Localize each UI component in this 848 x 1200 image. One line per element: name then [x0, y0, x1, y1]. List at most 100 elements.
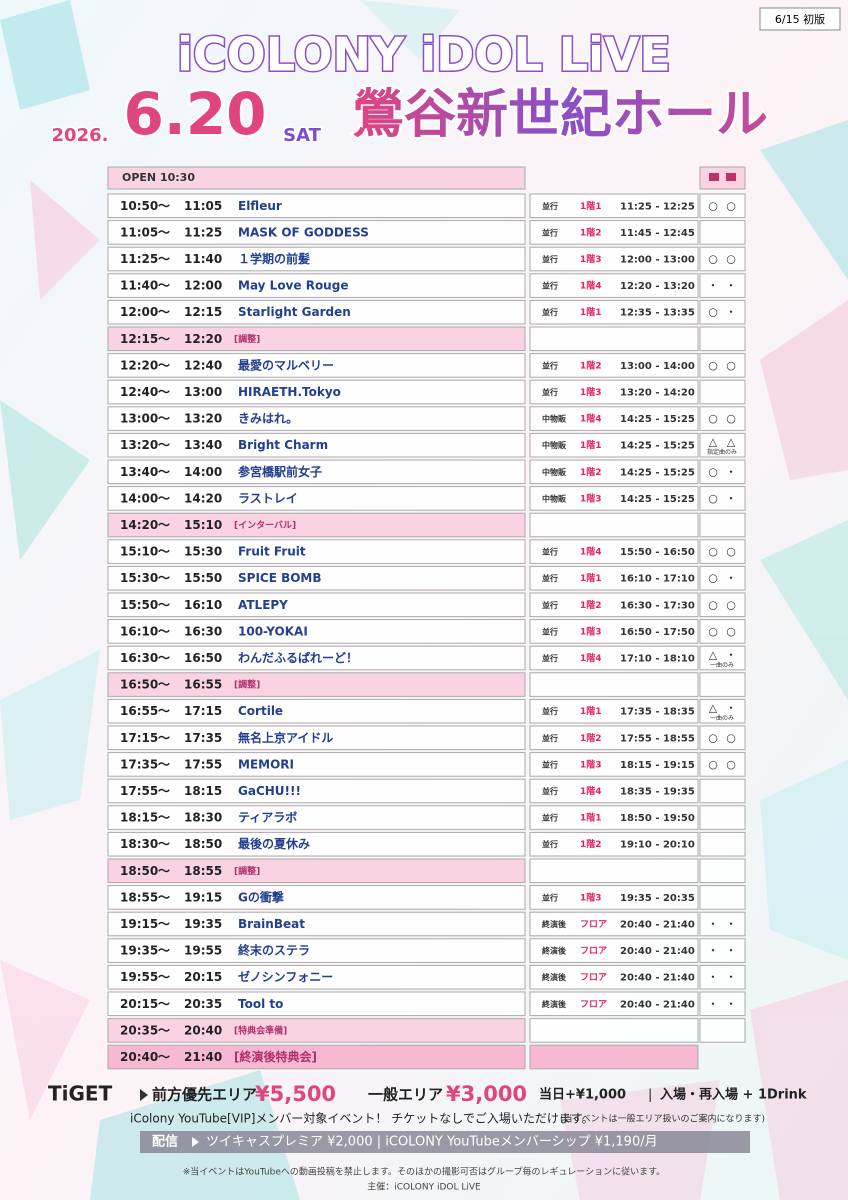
photo-rule: ・ — [708, 971, 719, 984]
merch-time: 13:00 - 14:00 — [620, 361, 695, 372]
start-time: 15:50 — [120, 598, 158, 612]
end-time: 17:55 — [184, 757, 222, 771]
start-time: 20:40 — [120, 1050, 158, 1064]
photo-rule: ○ — [708, 731, 718, 744]
end-time: 15:30 — [184, 545, 222, 559]
photo-rule: ○ — [726, 253, 736, 266]
separator: ～ — [158, 358, 170, 372]
row-photo — [699, 193, 746, 219]
start-time: 11:25 — [120, 252, 158, 266]
row-left — [107, 698, 526, 724]
merch-time: 18:50 - 19:50 — [620, 813, 695, 824]
end-time: 11:40 — [184, 252, 222, 266]
end-time: 18:30 — [184, 811, 222, 825]
merch-floor: 1階3 — [580, 492, 602, 504]
photo-rule: ○ — [708, 359, 718, 372]
vip-text: iColony YouTube[VIP]メンバー対象イベント！ チケットなしでご… — [130, 1111, 594, 1126]
separator: ～ — [158, 651, 170, 665]
separator: ～ — [158, 225, 170, 239]
separator: ～ — [158, 598, 170, 612]
separator: ～ — [158, 917, 170, 931]
merch-floor: 1階1 — [580, 812, 602, 824]
start-time: 19:35 — [120, 944, 158, 958]
row-photo — [699, 299, 746, 325]
merch-type: 並行 — [542, 892, 558, 902]
camera-icon — [709, 173, 719, 181]
photo-rule: ○ — [726, 199, 736, 212]
end-time: 16:50 — [184, 651, 222, 665]
row-left — [107, 539, 526, 564]
end-time: 11:05 — [184, 199, 222, 213]
row-right — [529, 752, 699, 777]
row-right — [529, 805, 699, 830]
end-time: 20:35 — [184, 997, 222, 1011]
photo-rule: ・ — [726, 944, 737, 957]
start-time: 19:55 — [120, 970, 158, 984]
row-left — [107, 1044, 526, 1070]
end-time: 12:20 — [184, 332, 222, 346]
end-time: 12:40 — [184, 358, 222, 372]
photo-note: 一曲のみ — [710, 661, 734, 669]
start-time: 12:40 — [120, 385, 158, 399]
separator: ～ — [158, 1023, 170, 1037]
merch-type: 並行 — [542, 626, 558, 636]
merch-time: 19:35 - 20:35 — [620, 893, 695, 904]
row-photo — [699, 592, 746, 618]
row-right — [529, 645, 699, 671]
merch-floor: フロア — [580, 919, 607, 930]
start-time: 17:15 — [120, 731, 158, 745]
merch-floor: 1階2 — [580, 359, 602, 371]
artist-name: 終末のステラ — [238, 943, 310, 958]
row-right — [529, 432, 699, 458]
separator: ～ — [158, 412, 170, 426]
separator: ～ — [158, 970, 170, 984]
front-price: ¥5,500 — [255, 1082, 336, 1106]
merch-time: 20:40 - 21:40 — [620, 973, 695, 984]
row-photo — [699, 964, 746, 990]
merch-floor: 1階1 — [580, 439, 602, 451]
row-photo — [699, 379, 746, 405]
door-price: 当日+¥1,000 — [539, 1087, 626, 1103]
row-left — [107, 672, 526, 697]
end-time: 14:20 — [184, 491, 222, 505]
version: 6/15 初版 — [775, 12, 825, 26]
entry: 入場・再入場 + 1Drink — [660, 1087, 807, 1103]
end-time: 19:15 — [184, 890, 222, 904]
row-photo — [699, 406, 746, 431]
divider: | — [648, 1088, 652, 1103]
row-left — [107, 805, 526, 830]
merch-type: 並行 — [542, 254, 558, 264]
row-right — [529, 326, 699, 352]
artist-name: きみはれ。 — [238, 412, 298, 426]
row-photo — [699, 885, 746, 910]
open-time: OPEN 10:30 — [122, 171, 195, 184]
row-photo — [699, 778, 746, 804]
artist-name: May Love Rouge — [238, 279, 348, 293]
row-left — [107, 246, 526, 272]
merch-floor: 1階2 — [580, 599, 602, 611]
artist-name: MEMORI — [238, 757, 294, 771]
end-time: 16:30 — [184, 624, 222, 638]
end-time: 17:35 — [184, 731, 222, 745]
photo-rule: ・ — [726, 918, 737, 931]
separator: ～ — [158, 624, 170, 638]
start-time: 10:50 — [120, 199, 158, 213]
row-right — [529, 1044, 699, 1070]
video-icon — [726, 173, 736, 181]
separator: ～ — [158, 784, 170, 798]
row-right — [529, 379, 699, 405]
row-left — [107, 938, 526, 963]
separator: ～ — [158, 199, 170, 213]
merch-time: 20:40 - 21:40 — [620, 920, 695, 931]
merch-time: 14:25 - 15:25 — [620, 467, 695, 478]
photo-rule: ○ — [708, 758, 718, 771]
separator: ～ — [158, 837, 170, 851]
merch-type: 並行 — [542, 759, 558, 769]
row-photo — [699, 432, 746, 458]
merch-floor: 1階1 — [580, 306, 602, 318]
start-time: 12:20 — [120, 358, 158, 372]
separator: ～ — [158, 731, 170, 745]
photo-rule: ○ — [708, 545, 718, 558]
row-right — [529, 831, 699, 857]
row-photo — [699, 565, 746, 591]
